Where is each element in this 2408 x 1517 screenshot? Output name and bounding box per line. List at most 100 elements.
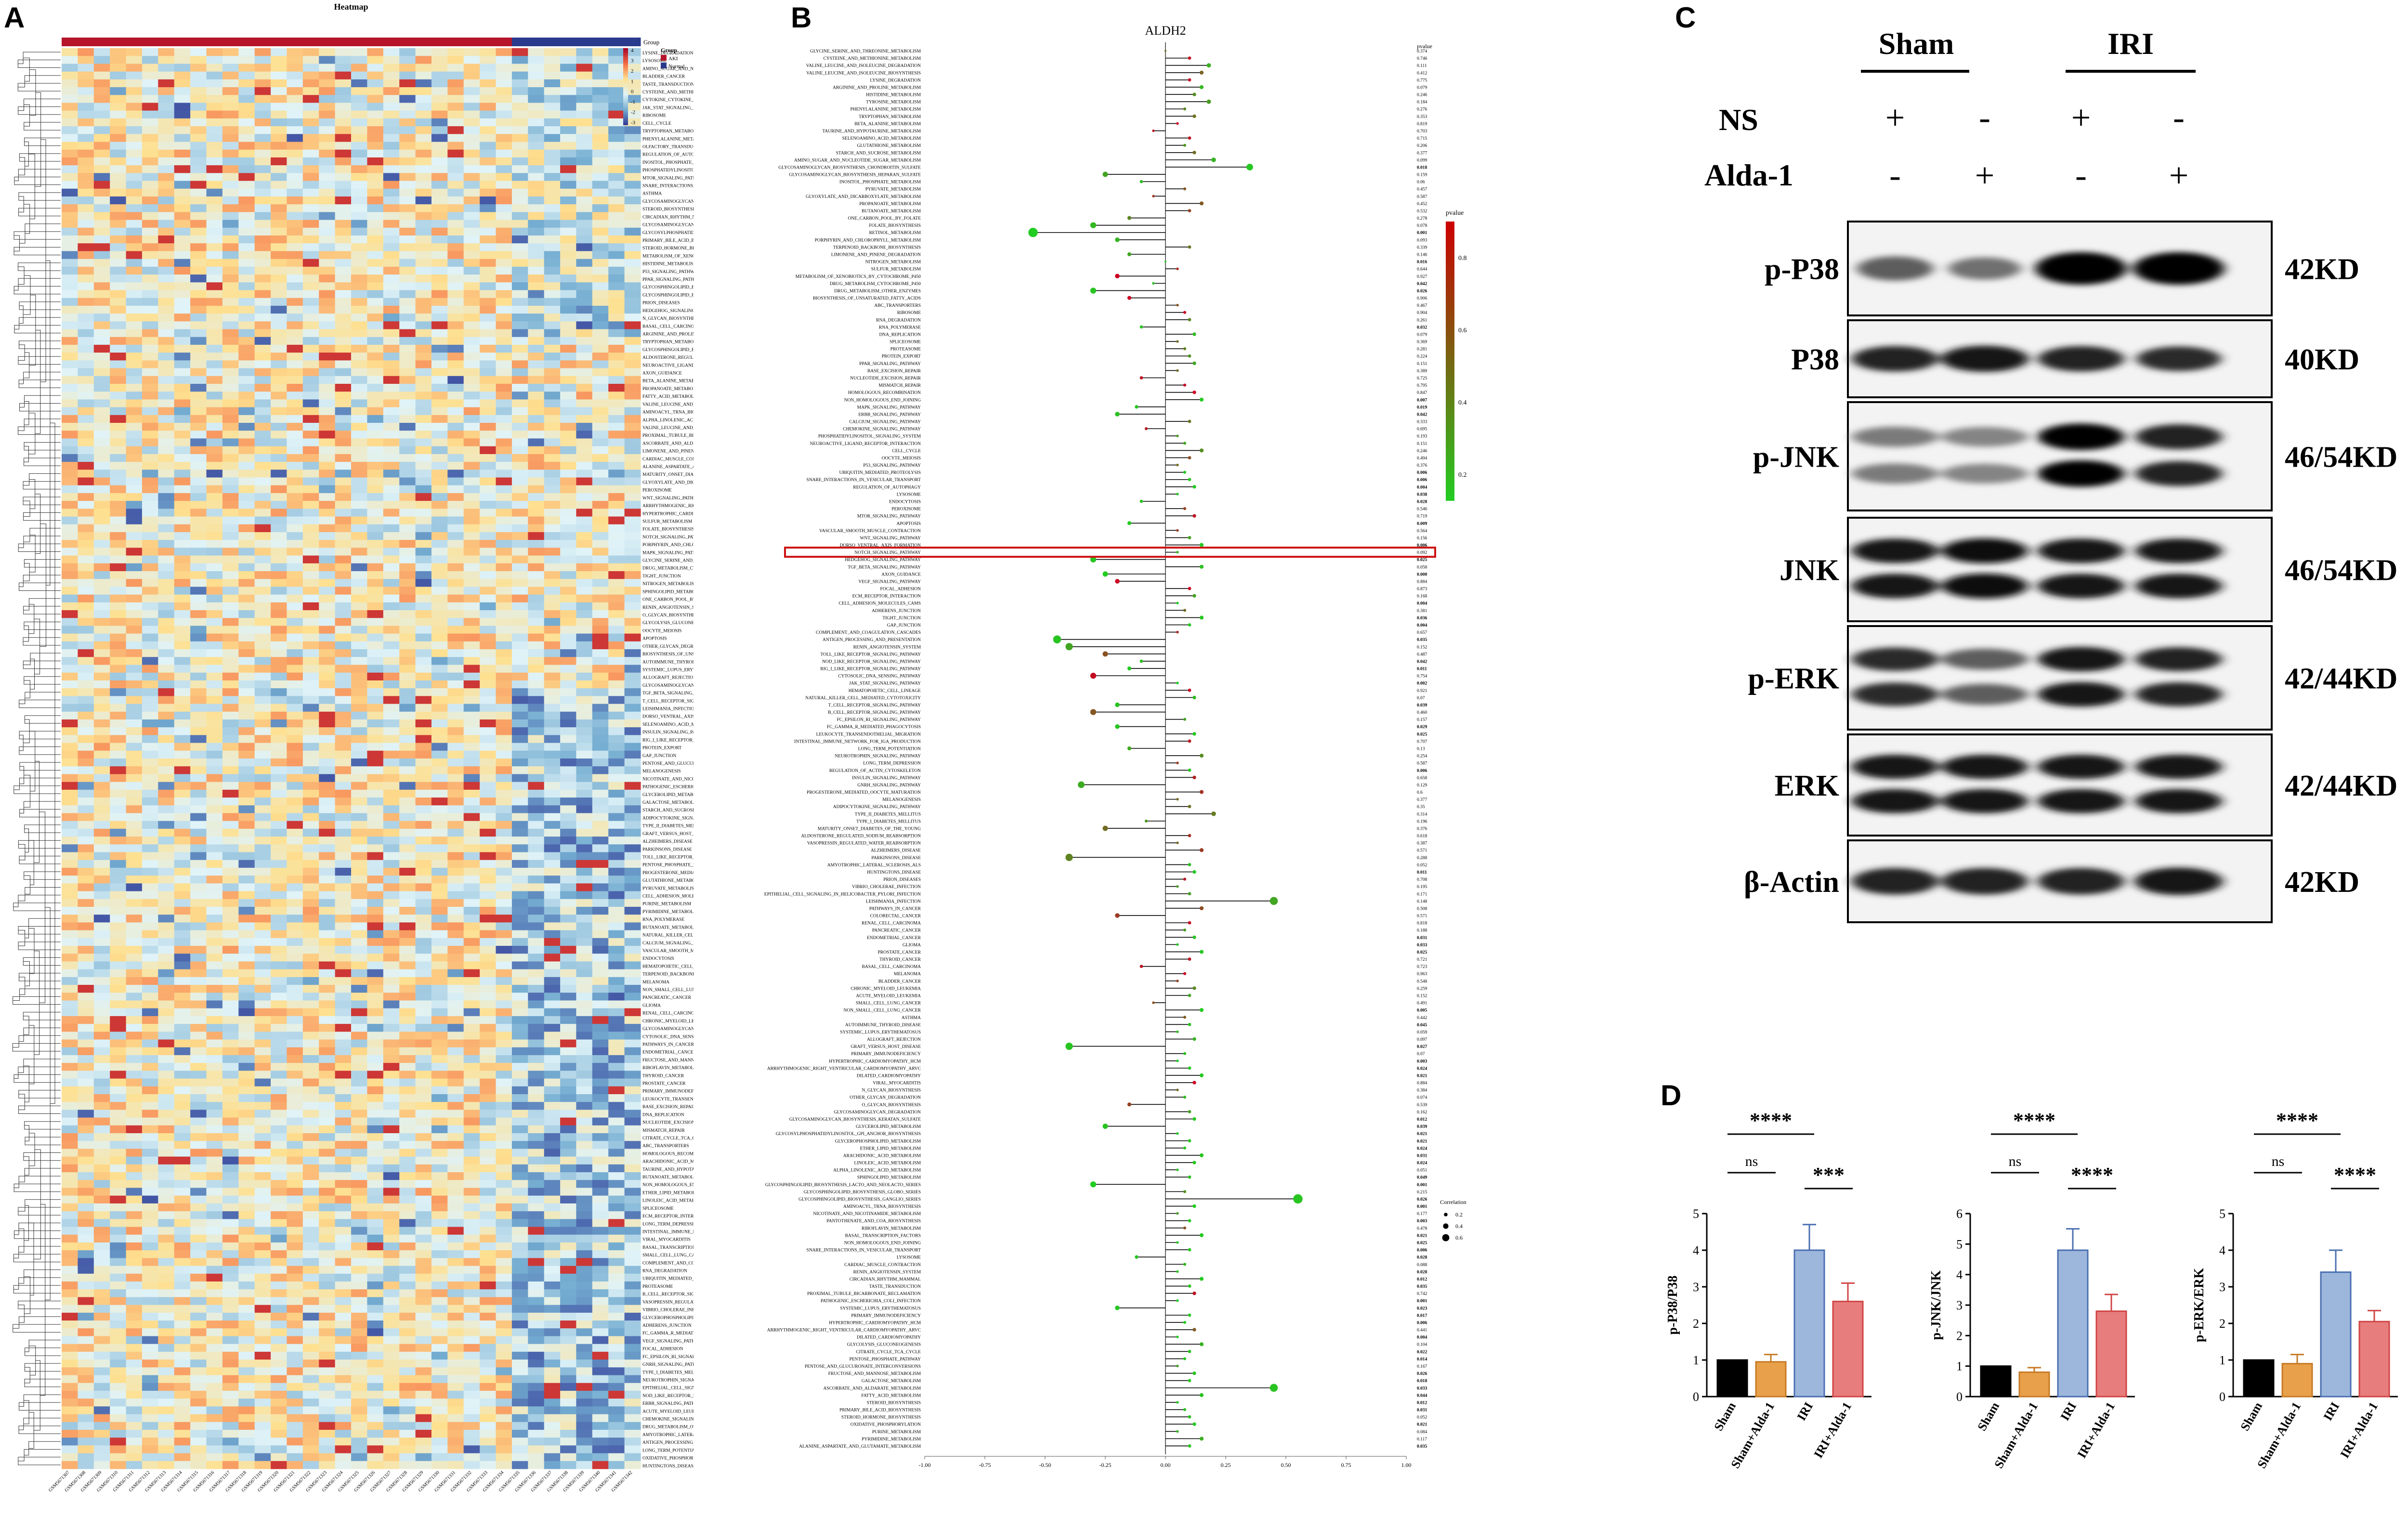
- heatmap-cell: [93, 618, 110, 626]
- heatmap-cell: [576, 946, 593, 954]
- heatmap-cell: [206, 1047, 223, 1056]
- heatmap-cell: [110, 118, 127, 127]
- heatmap-cell: [190, 524, 207, 533]
- heatmap-cell: [287, 828, 303, 837]
- heatmap-cell: [415, 774, 432, 783]
- heatmap-cell: [158, 1086, 175, 1095]
- heatmap-cell: [319, 126, 336, 134]
- heatmap-cell: [399, 48, 416, 56]
- heatmap-cell: [93, 360, 110, 369]
- heatmap-cell: [78, 431, 94, 439]
- heatmap-cell: [624, 1008, 641, 1017]
- heatmap-cell: [110, 1102, 127, 1110]
- heatmap-cell: [399, 157, 416, 166]
- heatmap-cell: [142, 587, 158, 595]
- heatmap-cell: [110, 157, 127, 166]
- heatmap-cell: [206, 719, 223, 728]
- heatmap-cell: [399, 602, 416, 611]
- heatmap-cell: [544, 1000, 561, 1009]
- heatmap-cell: [399, 571, 416, 579]
- heatmap-cell: [271, 563, 288, 572]
- heatmap-cell: [496, 1071, 512, 1079]
- heatmap-cell: [222, 1102, 239, 1110]
- heatmap-cell: [447, 696, 464, 705]
- heatmap-cell: [126, 415, 143, 423]
- heatmap-cell: [496, 805, 512, 813]
- heatmap-cell: [608, 626, 625, 634]
- heatmap-cell: [190, 477, 207, 486]
- heatmap-cell: [496, 696, 512, 705]
- heatmap-cell: [528, 626, 545, 634]
- heatmap-cell: [431, 548, 448, 556]
- heatmap-cell: [62, 314, 78, 322]
- heatmap-cell: [431, 431, 448, 439]
- heatmap-cell: [142, 48, 158, 56]
- heatmap-cell: [287, 243, 303, 251]
- heatmap-cell: [415, 235, 432, 244]
- heatmap-cell: [62, 48, 78, 56]
- heatmap-cell: [222, 431, 239, 439]
- heatmap-cell: [287, 727, 303, 735]
- heatmap-cell: [271, 571, 288, 579]
- heatmap-cell: [174, 1039, 191, 1048]
- heatmap-cell: [254, 275, 271, 283]
- heatmap-cell: [110, 149, 127, 158]
- heatmap-cell: [367, 95, 384, 103]
- heatmap-cell: [158, 1117, 175, 1126]
- heatmap-cell: [271, 485, 288, 494]
- heatmap-cell: [142, 407, 158, 416]
- heatmap-cell: [560, 946, 577, 954]
- heatmap-cell: [528, 1016, 545, 1024]
- heatmap-cell: [431, 243, 448, 251]
- heatmap-cell: [463, 282, 480, 290]
- heatmap-cell: [431, 860, 448, 868]
- heatmap-cell: [592, 946, 609, 954]
- heatmap-cell: [528, 727, 545, 735]
- heatmap-cell: [302, 798, 319, 806]
- heatmap-cell: [480, 1063, 497, 1071]
- heatmap-cell: [431, 930, 448, 939]
- heatmap-cell: [544, 555, 561, 564]
- heatmap-cell: [576, 95, 593, 103]
- heatmap-cell: [319, 282, 336, 290]
- heatmap-cell: [271, 1055, 288, 1063]
- heatmap-cell: [608, 883, 625, 892]
- heatmap-cell: [93, 383, 110, 392]
- heatmap-cell: [592, 1102, 609, 1110]
- heatmap-cell: [431, 1078, 448, 1087]
- heatmap-cell: [511, 719, 528, 728]
- heatmap-cell: [110, 399, 127, 408]
- heatmap-cell: [287, 852, 303, 861]
- heatmap-cell: [271, 103, 288, 111]
- heatmap-cell: [78, 1102, 94, 1110]
- heatmap-cell: [399, 876, 416, 884]
- heatmap-cell: [190, 860, 207, 868]
- heatmap-cell: [126, 969, 143, 978]
- heatmap-cell: [367, 594, 384, 603]
- heatmap-cell: [560, 321, 577, 330]
- heatmap-cell: [431, 259, 448, 267]
- heatmap-cell: [126, 798, 143, 806]
- heatmap-cell: [576, 305, 593, 314]
- heatmap-cell: [560, 157, 577, 166]
- heatmap-cell: [302, 899, 319, 907]
- heatmap-cell: [592, 321, 609, 330]
- heatmap-cell: [142, 1000, 158, 1009]
- heatmap-cell: [415, 290, 432, 299]
- heatmap-cell: [238, 774, 255, 783]
- heatmap-cell: [447, 173, 464, 182]
- heatmap-cell: [62, 719, 78, 728]
- heatmap-cell: [351, 946, 367, 954]
- heatmap-cell: [110, 876, 127, 884]
- heatmap-cell: [142, 743, 158, 751]
- heatmap-cell: [480, 993, 497, 1001]
- heatmap-cell: [174, 438, 191, 447]
- heatmap-cell: [480, 56, 497, 64]
- heatmap-cell: [608, 969, 625, 978]
- heatmap-cell: [560, 805, 577, 813]
- heatmap-cell: [302, 344, 319, 353]
- heatmap-cell: [174, 243, 191, 251]
- heatmap-cell: [576, 1086, 593, 1095]
- heatmap-cell: [222, 587, 239, 595]
- heatmap-cell: [383, 602, 400, 611]
